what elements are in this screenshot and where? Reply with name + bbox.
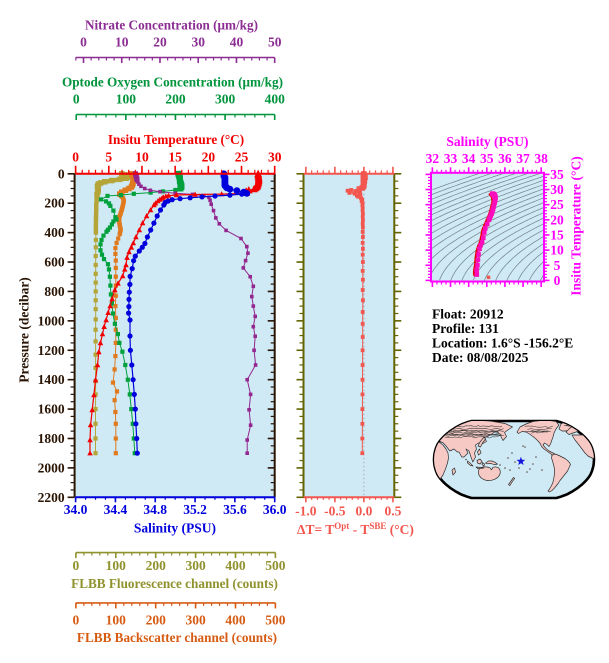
svg-text:34.0: 34.0: [64, 502, 88, 517]
svg-text:Location: 1.6°S -156.2°E: Location: 1.6°S -156.2°E: [432, 336, 573, 351]
svg-text:34.8: 34.8: [143, 502, 167, 517]
svg-text:-1.0: -1.0: [295, 504, 317, 519]
svg-text:FLBB Fluorescence channel (cou: FLBB Fluorescence channel (counts): [71, 576, 278, 591]
svg-text:10: 10: [550, 243, 564, 258]
svg-text:5: 5: [105, 150, 112, 165]
svg-text:38: 38: [534, 151, 548, 166]
svg-text:100: 100: [116, 92, 137, 107]
svg-text:500: 500: [265, 613, 286, 628]
svg-text:0: 0: [58, 166, 65, 181]
svg-text:ΔT= TOpt - TSBE (°C): ΔT= TOpt - TSBE (°C): [297, 521, 414, 537]
svg-text:Optode Oxygen Concentration (μ: Optode Oxygen Concentration (μm/kg): [62, 75, 283, 90]
svg-text:Date: 08/08/2025: Date: 08/08/2025: [432, 350, 529, 365]
svg-text:5: 5: [554, 258, 561, 273]
svg-text:0: 0: [73, 613, 80, 628]
svg-text:25: 25: [235, 150, 249, 165]
svg-text:33: 33: [444, 151, 458, 166]
svg-text:Insitu Temperature (°C): Insitu Temperature (°C): [108, 132, 244, 147]
svg-text:25: 25: [550, 197, 564, 212]
svg-text:0.0: 0.0: [355, 504, 372, 519]
svg-text:35: 35: [480, 151, 494, 166]
svg-text:36: 36: [498, 151, 512, 166]
svg-text:37: 37: [516, 151, 530, 166]
svg-text:400: 400: [265, 92, 286, 107]
svg-text:2000: 2000: [38, 460, 65, 475]
svg-text:30: 30: [550, 182, 564, 197]
svg-text:0: 0: [554, 273, 561, 288]
svg-text:36.0: 36.0: [263, 502, 287, 517]
svg-text:1600: 1600: [38, 402, 65, 417]
svg-text:Pressure (decibar): Pressure (decibar): [17, 277, 32, 383]
svg-text:200: 200: [146, 613, 167, 628]
svg-text:0: 0: [80, 35, 87, 50]
svg-text:-0.5: -0.5: [324, 504, 346, 519]
svg-text:20: 20: [153, 35, 167, 50]
svg-text:15: 15: [168, 150, 182, 165]
svg-text:Insitu Temperature (°C): Insitu Temperature (°C): [569, 156, 584, 295]
svg-text:Salinity (PSU): Salinity (PSU): [446, 134, 528, 149]
svg-text:20: 20: [202, 150, 216, 165]
svg-text:Nitrate Concentration (μm/kg): Nitrate Concentration (μm/kg): [85, 18, 258, 33]
svg-text:1000: 1000: [38, 313, 65, 328]
svg-text:34: 34: [462, 151, 476, 166]
svg-text:10: 10: [135, 150, 149, 165]
svg-text:800: 800: [44, 284, 65, 299]
svg-text:500: 500: [265, 558, 286, 573]
svg-text:400: 400: [225, 613, 246, 628]
svg-text:100: 100: [106, 558, 127, 573]
svg-text:10: 10: [115, 35, 129, 50]
svg-text:Profile: 131: Profile: 131: [432, 321, 499, 336]
svg-text:0: 0: [73, 92, 80, 107]
svg-text:1400: 1400: [38, 372, 65, 387]
svg-text:300: 300: [185, 613, 206, 628]
svg-text:34.4: 34.4: [104, 502, 128, 517]
svg-text:0: 0: [72, 150, 79, 165]
svg-text:300: 300: [185, 558, 206, 573]
svg-text:600: 600: [44, 255, 65, 270]
svg-text:1800: 1800: [38, 431, 65, 446]
svg-text:30: 30: [268, 150, 282, 165]
svg-text:32: 32: [426, 151, 440, 166]
svg-text:30: 30: [191, 35, 205, 50]
svg-text:40: 40: [230, 35, 244, 50]
svg-text:0.5: 0.5: [384, 504, 401, 519]
svg-text:2200: 2200: [38, 490, 65, 505]
svg-text:400: 400: [44, 225, 65, 240]
svg-text:200: 200: [44, 196, 65, 211]
svg-text:35: 35: [550, 167, 564, 182]
svg-text:FLBB Backscatter channel (coun: FLBB Backscatter channel (counts): [77, 630, 277, 645]
svg-text:1200: 1200: [38, 343, 65, 358]
svg-text:35.6: 35.6: [223, 502, 247, 517]
svg-text:Salinity (PSU): Salinity (PSU): [134, 521, 216, 536]
svg-text:0: 0: [73, 558, 80, 573]
svg-text:200: 200: [165, 92, 186, 107]
svg-text:300: 300: [215, 92, 236, 107]
svg-text:15: 15: [550, 227, 564, 242]
svg-text:35.2: 35.2: [183, 502, 207, 517]
svg-text:Float: 20912: Float: 20912: [432, 307, 504, 322]
svg-text:200: 200: [146, 558, 167, 573]
svg-text:50: 50: [268, 35, 282, 50]
svg-text:100: 100: [106, 613, 127, 628]
svg-text:400: 400: [225, 558, 246, 573]
svg-text:20: 20: [550, 212, 564, 227]
